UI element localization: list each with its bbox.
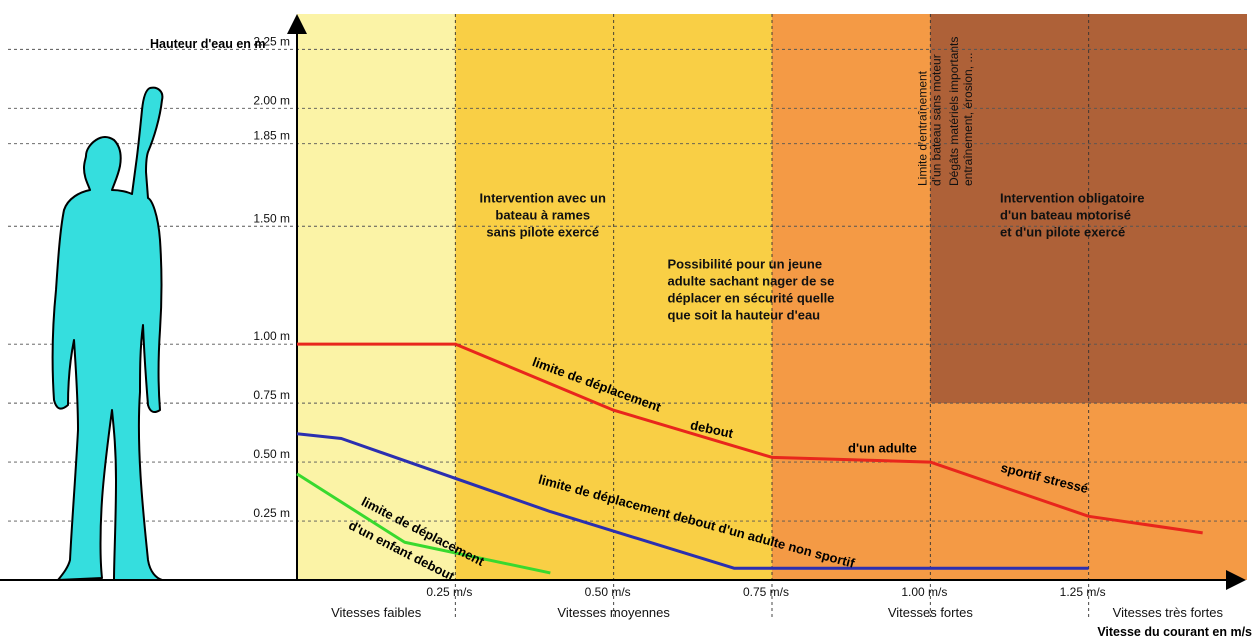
limit-curve-1 [297, 342, 1203, 535]
y-tick-label: 0.50 m [253, 447, 290, 461]
vertical-annotation: Limite d'entraînementd'un bateau sans mo… [915, 54, 943, 186]
y-tick-label: 1.00 m [253, 329, 290, 343]
x-tick-label: 1.00 m/s [901, 585, 947, 599]
y-tick-label: 0.25 m [253, 506, 290, 520]
y-axis-title: Hauteur d'eau en m [150, 37, 266, 51]
zone-annotation: Intervention obligatoire d'un bateau moto… [1000, 191, 1144, 240]
limit-curve-3 [296, 472, 551, 575]
y-tick-label: 0.75 m [253, 388, 290, 402]
speed-band-label: Vitesses moyennes [557, 605, 670, 620]
zone-annotation: Intervention avec un bateau à rames sans p… [480, 191, 606, 240]
vertical-annotation: Dégâts matériels importantsentraînement,… [947, 37, 975, 186]
zone-annotation: Possibilité pour un jeune adulte sachant … [668, 257, 835, 323]
limit-curve-2 [296, 432, 1089, 570]
tick-labels: 0.25 m 0.50 m 0.75 m 1.00 m 1.50 m 1.85 m 2.00… [253, 34, 1223, 620]
speed-band-label: Vitesses très fortes [1113, 605, 1224, 620]
speed-band-label: Vitesses faibles [331, 605, 422, 620]
speed-band-label: Vitesses fortes [888, 605, 974, 620]
curve-label: d'un adulte [848, 441, 917, 456]
x-tick-label: 0.50 m/s [585, 585, 631, 599]
limit-curves [296, 342, 1203, 575]
x-tick-label: 1.25 m/s [1060, 585, 1106, 599]
x-axis-title: Vitesse du courant en m/s [1097, 625, 1252, 639]
zone-annotations: Intervention avec un bateau à rames sans p… [480, 37, 1145, 323]
y-tick-label: 2.00 m [253, 93, 290, 107]
x-tick-label: 0.25 m/s [426, 585, 472, 599]
y-tick-label: 1.50 m [253, 211, 290, 225]
grid-lines [8, 14, 1247, 620]
x-tick-label: 0.75 m/s [743, 585, 789, 599]
speed-band-1 [297, 14, 456, 580]
human-silhouette-icon [51, 86, 164, 581]
y-tick-label: 2.25 m [253, 34, 290, 48]
axes [0, 14, 1246, 590]
y-tick-label: 1.85 m [253, 129, 290, 143]
